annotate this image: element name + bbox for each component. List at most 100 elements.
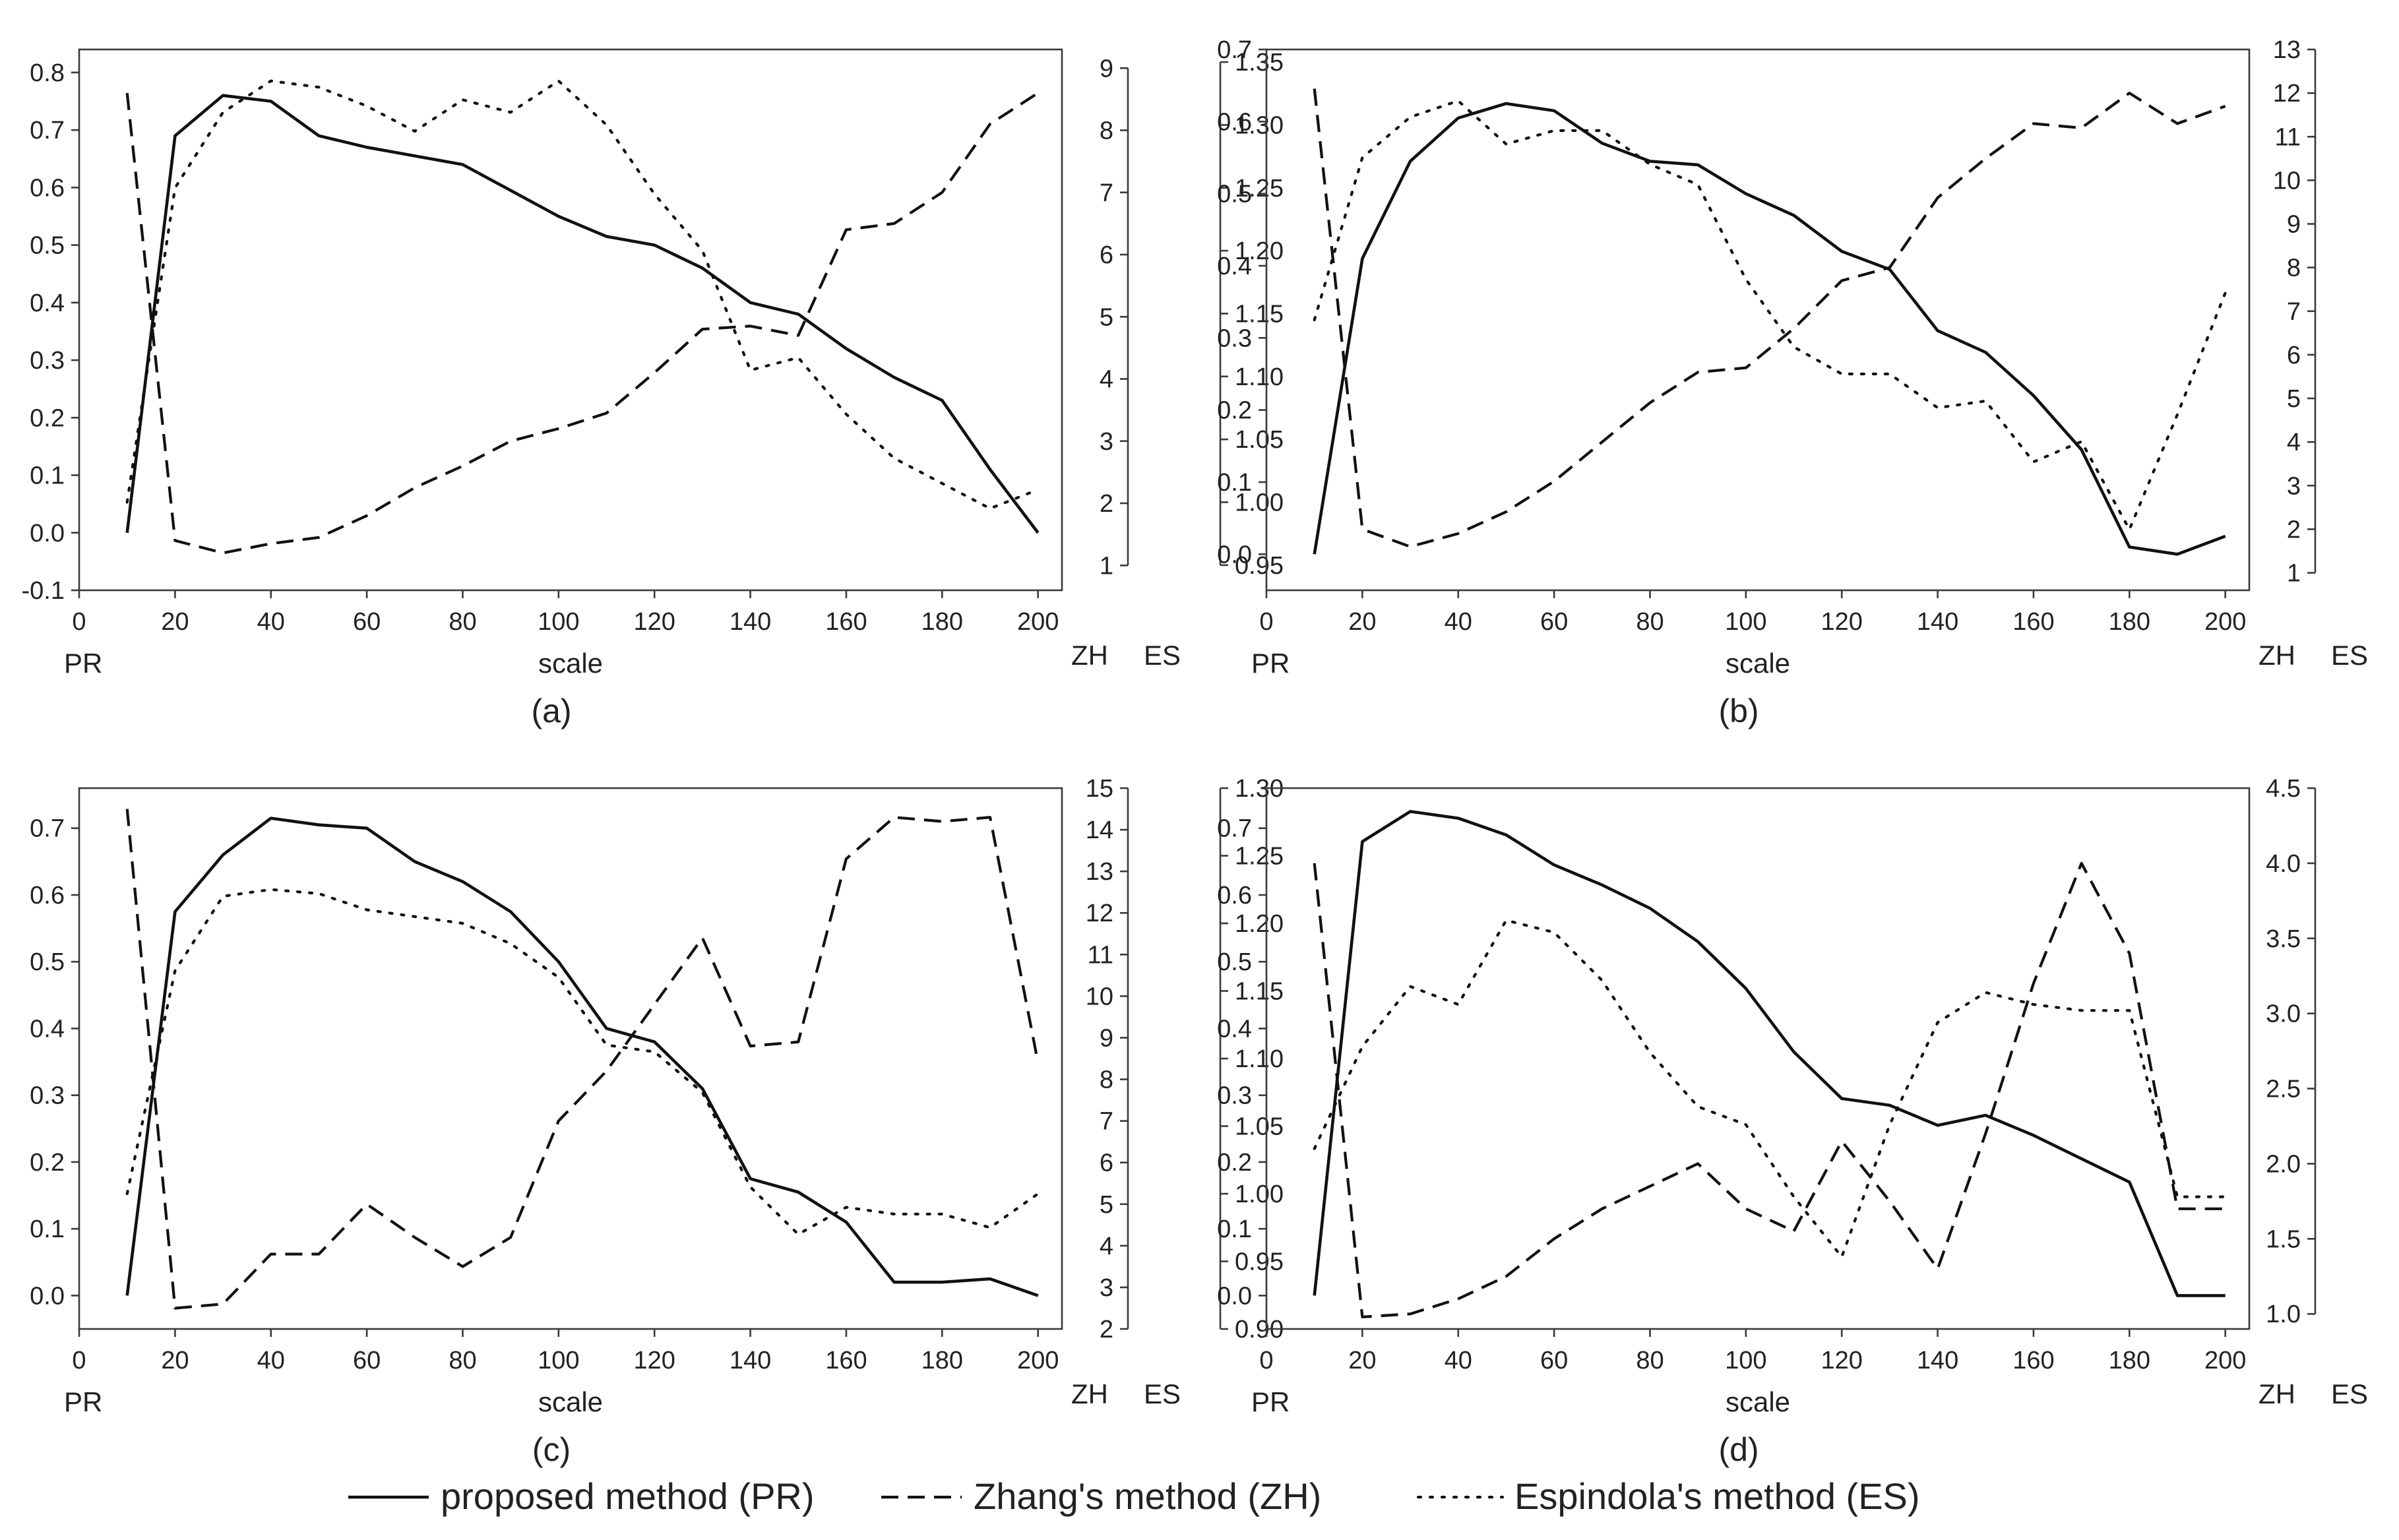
zh-tick-label: 15 — [1086, 775, 1113, 803]
x-tick-label: 40 — [1445, 1347, 1472, 1374]
series-line-pr — [125, 816, 1039, 1297]
zh-tick-label: 13 — [2273, 36, 2301, 64]
pr-axis-label: PR — [64, 648, 102, 679]
es-tick-label: 1.15 — [1235, 978, 1284, 1006]
x-tick-label: 80 — [449, 1347, 476, 1374]
pr-tick-label: 0.3 — [30, 347, 65, 375]
pr-tick-label: 0.5 — [30, 232, 65, 260]
plot-frame — [1265, 787, 2251, 1330]
x-tick-label: 140 — [1917, 1347, 1958, 1374]
series-line-zh — [125, 92, 1039, 555]
x-tick-label: 140 — [730, 608, 771, 636]
series-line-zh — [1313, 88, 2226, 549]
plot-frame — [78, 787, 1063, 1330]
x-tick-label: 160 — [825, 1347, 867, 1374]
x-tick-label: 80 — [1636, 1347, 1664, 1374]
x-tick-label: 100 — [1725, 1347, 1766, 1374]
zh-tick-label: 1 — [1100, 552, 1113, 580]
x-tick-label: 180 — [921, 1347, 963, 1374]
pr-tick-label: 0.1 — [30, 462, 65, 490]
es-tick-label: 1.00 — [1235, 1181, 1284, 1208]
zh-tick-label: 4 — [1100, 366, 1113, 394]
zh-tick-label: 5 — [1100, 303, 1113, 331]
pr-tick-label: 0.4 — [30, 290, 65, 317]
es-tick-label: 1.00 — [1235, 489, 1284, 517]
zh-tick-label: 3 — [1100, 428, 1113, 456]
pr-tick-label: 0.7 — [30, 815, 65, 843]
zh-tick-label: 1.5 — [2266, 1225, 2301, 1253]
zh-tick-label: 4.5 — [2266, 775, 2301, 803]
es-tick-label: 1.30 — [1235, 111, 1284, 139]
x-tick-label: 0 — [1259, 1347, 1273, 1374]
x-tick-label: 200 — [2204, 608, 2246, 636]
pr-tick-label: 0.4 — [30, 1015, 65, 1043]
zh-tick-label: 10 — [2273, 167, 2301, 195]
es-tick-label: 1.20 — [1235, 910, 1284, 938]
pr-tick-label: 0.3 — [1217, 1082, 1252, 1110]
pr-tick-label: 0.8 — [30, 59, 65, 87]
x-tick-label: 180 — [921, 608, 963, 636]
series-line-es — [125, 888, 1040, 1236]
es-tick-label: 0.95 — [1235, 552, 1284, 580]
series-line-zh — [125, 809, 1040, 1310]
x-tick-label: 120 — [633, 1347, 675, 1374]
zh-tick-label: 5 — [1100, 1191, 1113, 1219]
zh-tick-label: 12 — [2273, 80, 2301, 108]
x-tick-label: 180 — [2109, 608, 2150, 636]
pr-tick-label: 0.0 — [30, 520, 65, 547]
plot-frame — [1265, 48, 2251, 592]
pr-tick-label: 0.0 — [1217, 541, 1252, 569]
x-tick-label: 40 — [257, 608, 285, 636]
zh-axis-label: ZH — [1071, 640, 1108, 671]
es-tick-label: 1.05 — [1235, 426, 1284, 454]
pr-tick-label: 0.2 — [30, 1149, 65, 1177]
legend-label: Espindola's method (ES) — [1514, 1475, 1920, 1517]
chart-panel-3: 0 20 40 60 80 100 120 140 160 180 2000.00.10.20.30… — [30, 775, 1284, 1468]
x-tick-label: 60 — [1540, 608, 1568, 636]
es-tick-label: 1.35 — [1235, 49, 1284, 77]
series-line-pr — [125, 94, 1040, 534]
x-tick-label: 40 — [257, 1347, 285, 1374]
x-tick-label: 20 — [1348, 1347, 1376, 1374]
x-tick-label: 100 — [1725, 608, 1766, 636]
zh-tick-label: 6 — [2287, 342, 2301, 369]
pr-tick-label: 0.0 — [1217, 1282, 1252, 1310]
pr-tick-label: 0.2 — [1217, 397, 1252, 425]
x-tick-label: 60 — [353, 608, 381, 636]
zh-tick-label: 11 — [1088, 941, 1113, 969]
zh-tick-label: 12 — [1086, 900, 1113, 927]
x-tick-label: 80 — [1636, 608, 1664, 636]
zh-tick-label: 9 — [1100, 55, 1113, 82]
legend: proposed method (PR) Zhang's method (ZH) E… — [348, 1475, 1920, 1517]
zh-tick-label: 7 — [1100, 1108, 1113, 1136]
x-tick-label: 120 — [1821, 1347, 1862, 1374]
x-tick-label: 0 — [72, 608, 86, 636]
x-tick-label: 200 — [1017, 608, 1059, 636]
zh-tick-label: 11 — [2275, 123, 2301, 151]
x-tick-label: 180 — [2109, 1347, 2150, 1374]
zh-tick-label: 4 — [1100, 1233, 1113, 1260]
zh-tick-label: 8 — [2287, 255, 2301, 282]
series-line-pr — [1313, 810, 2226, 1297]
x-tick-label: 140 — [730, 1347, 771, 1374]
chart-panel-2: 0 20 40 60 80 100 120 140 160 180 200 0.0 0.1 0.2 0.3 0… — [1217, 36, 2368, 729]
x-axis-label: scale — [1726, 648, 1790, 679]
x-tick-label: 0 — [72, 1347, 86, 1374]
x-tick-label: 160 — [825, 608, 867, 636]
es-tick-label: 1.10 — [1235, 363, 1284, 391]
es-axis-label: ES — [2331, 640, 2368, 671]
pr-tick-label: 0.5 — [30, 948, 65, 976]
zh-tick-label: 14 — [1086, 816, 1113, 844]
x-axis-label: scale — [538, 648, 603, 679]
pr-tick-label: 0.2 — [30, 404, 65, 432]
pr-tick-label: 0.1 — [30, 1216, 65, 1243]
es-tick-label: 0.95 — [1235, 1248, 1284, 1276]
x-axis-label: scale — [538, 1386, 603, 1417]
x-tick-label: 60 — [353, 1347, 381, 1374]
zh-tick-label: 1.0 — [2266, 1301, 2301, 1328]
pr-tick-label: 0.5 — [1217, 948, 1252, 976]
es-axis-label: ES — [1144, 1378, 1181, 1409]
zh-axis-label: ZH — [2259, 1378, 2295, 1409]
pr-tick-label: 0.4 — [1217, 253, 1252, 280]
